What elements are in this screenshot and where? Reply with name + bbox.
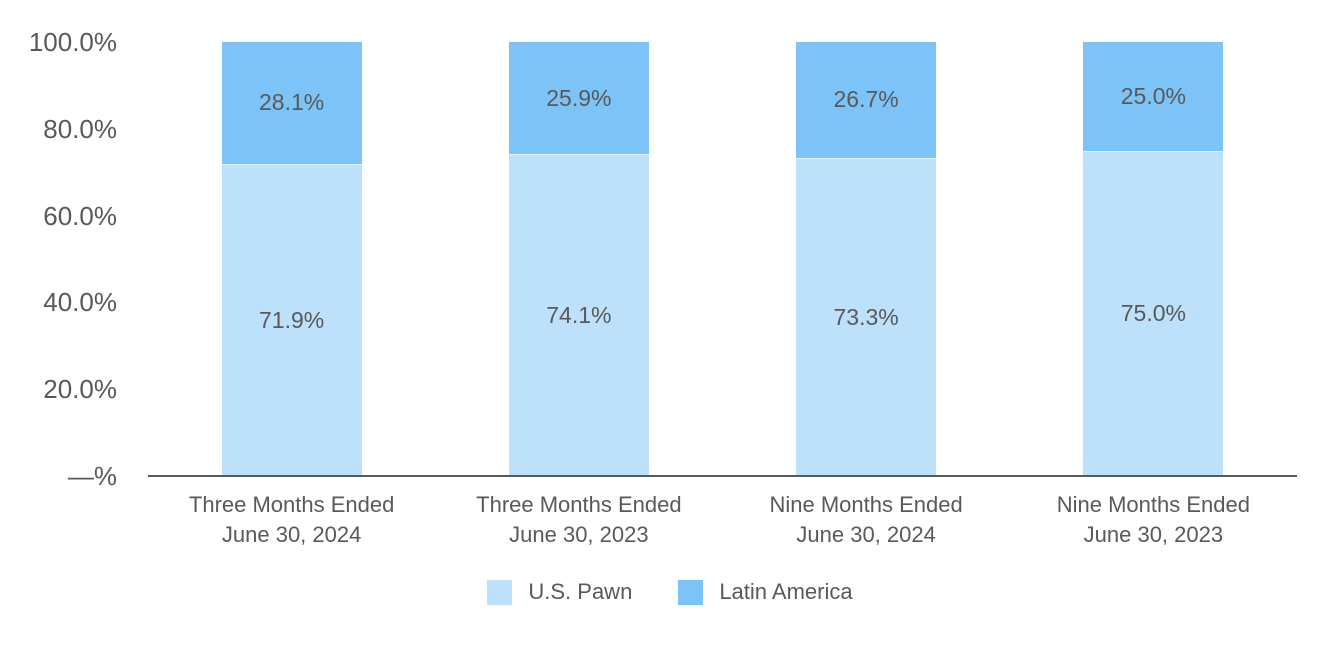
latin-america-legend-label: Latin America bbox=[719, 579, 853, 604]
us-pawn-segment-value-label: 73.3% bbox=[833, 303, 899, 330]
x-axis-category-label: Three Months Ended June 30, 2023 bbox=[476, 492, 682, 547]
latin-america-color-swatch bbox=[678, 579, 704, 605]
y-axis-tick-label: 60.0% bbox=[43, 200, 117, 231]
us-pawn-color-swatch bbox=[487, 579, 513, 605]
latin-america-segment-value-label: 26.7% bbox=[833, 86, 899, 113]
latin-america-segment-value-label: 25.9% bbox=[546, 84, 612, 111]
x-axis-category-label: Three Months Ended June 30, 2024 bbox=[188, 492, 395, 547]
y-axis-tick-label: 20.0% bbox=[43, 374, 117, 405]
latin-america-segment-value-label: 28.1% bbox=[259, 89, 325, 116]
x-axis-category-label: Nine Months Ended June 30, 2023 bbox=[1056, 492, 1250, 547]
y-axis-tick-label: 80.0% bbox=[43, 113, 117, 144]
stacked-bar: 28.1% 71.9% bbox=[221, 42, 362, 476]
y-axis-tick-label: 40.0% bbox=[43, 287, 117, 318]
stacked-bar: 26.7% 73.3% bbox=[796, 42, 937, 476]
us-pawn-legend-label: U.S. Pawn bbox=[528, 579, 633, 604]
y-axis-tick-label: 100.0% bbox=[28, 27, 117, 57]
us-pawn-segment-value-label: 75.0% bbox=[1120, 300, 1186, 327]
us-pawn-segment: 73.3% bbox=[796, 157, 937, 476]
us-pawn-segment-value-label: 71.9% bbox=[259, 306, 325, 333]
legend-item-latin-america: Latin America bbox=[678, 579, 853, 605]
us-pawn-segment-value-label: 74.1% bbox=[546, 302, 612, 329]
stacked-bar: 25.9% 74.1% bbox=[508, 42, 649, 476]
us-pawn-segment: 75.0% bbox=[1083, 150, 1224, 476]
stacked-bar: 25.0% 75.0% bbox=[1083, 42, 1224, 476]
us-pawn-segment: 71.9% bbox=[221, 163, 362, 476]
latin-america-segment: 28.1% bbox=[221, 42, 362, 164]
x-axis-category-label: Nine Months Ended June 30, 2024 bbox=[769, 492, 963, 547]
y-axis-tick-label: —% bbox=[67, 461, 117, 491]
latin-america-segment: 25.9% bbox=[508, 42, 649, 155]
latin-america-segment: 26.7% bbox=[796, 42, 937, 158]
legend-item-us-pawn: U.S. Pawn bbox=[487, 579, 632, 605]
x-axis-line bbox=[148, 475, 1297, 477]
us-pawn-segment: 74.1% bbox=[508, 154, 649, 476]
latin-america-segment: 25.0% bbox=[1083, 42, 1224, 151]
latin-america-segment-value-label: 25.0% bbox=[1120, 82, 1186, 109]
legend: U.S. Pawn Latin America bbox=[0, 579, 1340, 605]
